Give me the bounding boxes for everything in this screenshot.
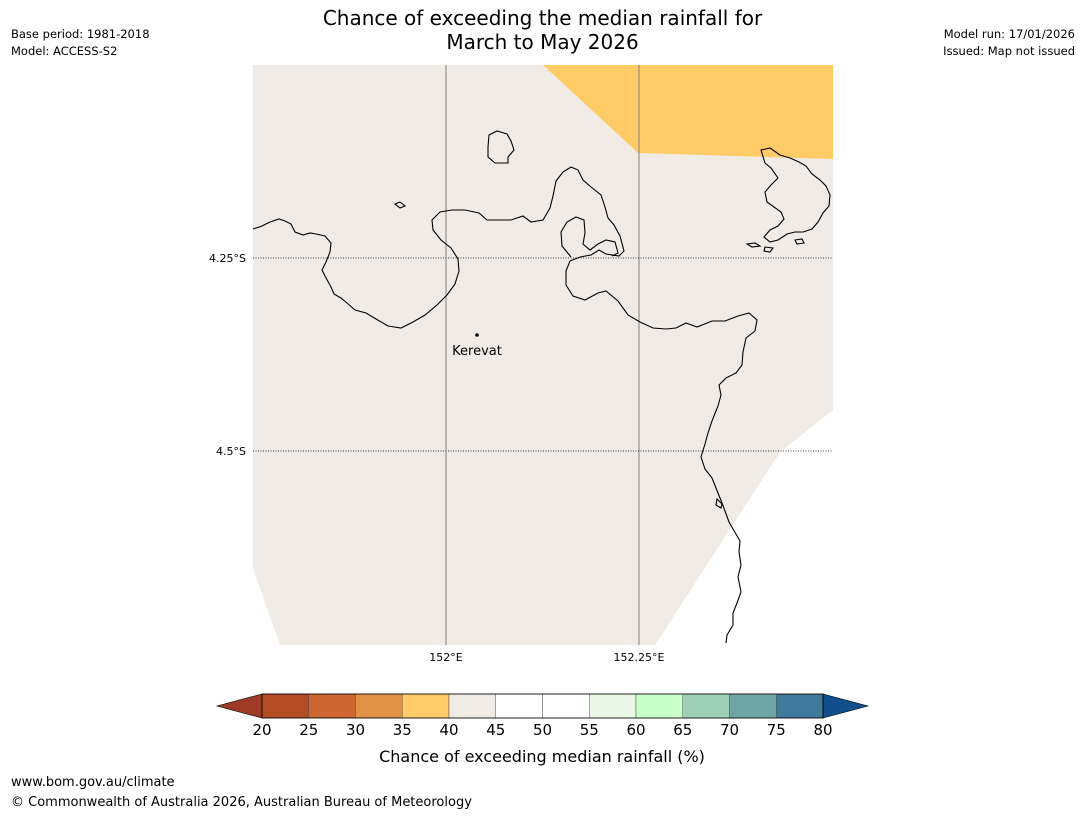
lat-label-4-5: 4.5°S [216, 445, 246, 458]
title-line-1: Chance of exceeding the median rainfall … [322, 6, 763, 30]
rainfall-map: Kerevat 4.25°S 4.5°S 152°E 152.25°E [209, 65, 833, 664]
legend-ticks: 20 25 30 35 40 45 50 55 60 65 70 75 80 [252, 721, 832, 739]
legend-swatch-25-30 [308, 693, 356, 719]
lon-label-152-25: 152.25°E [614, 651, 665, 664]
islet-east-3 [794, 238, 805, 245]
island-north [487, 130, 515, 164]
coastline-main [252, 166, 758, 644]
legend-tick-70: 70 [720, 721, 739, 739]
legend-extend-high [822, 693, 870, 719]
header-right-meta: Model run: 17/01/2026 Issued: Map not is… [943, 26, 1075, 60]
legend-tick-25: 25 [299, 721, 318, 739]
model-run-text: Model run: 17/01/2026 [943, 27, 1075, 41]
legend-swatch-30-35 [355, 693, 403, 719]
legend-tick-75: 75 [767, 721, 786, 739]
legend-tick-35: 35 [393, 721, 412, 739]
legend-swatch-70-75 [729, 693, 777, 719]
legend-tick-45: 45 [486, 721, 505, 739]
model-text: Model: ACCESS-S2 [11, 44, 118, 58]
land-region [253, 65, 833, 645]
legend-tick-60: 60 [626, 721, 645, 739]
coastline-inner-bay [560, 216, 619, 258]
legend-tick-30: 30 [346, 721, 365, 739]
legend-swatch-60-65 [635, 693, 683, 719]
coast-river-east [715, 497, 723, 509]
legend-tick-20: 20 [252, 721, 271, 739]
rainfall-band-35-40 [543, 65, 833, 159]
islet-east-1 [745, 242, 762, 248]
base-period-text: Base period: 1981-2018 [11, 27, 150, 41]
footer-copyright: © Commonwealth of Australia 2026, Austra… [11, 795, 472, 810]
lon-label-152: 152°E [429, 651, 462, 664]
legend-swatch-40-45 [448, 693, 496, 719]
legend-tick-55: 55 [580, 721, 599, 739]
legend-bar [215, 693, 870, 719]
legend-tick-80: 80 [813, 721, 832, 739]
kerevat-label: Kerevat [452, 344, 502, 359]
lat-label-4-25: 4.25°S [209, 252, 246, 265]
legend-tick-40: 40 [439, 721, 458, 739]
legend-swatch-35-40 [402, 693, 450, 719]
legend-tick-50: 50 [533, 721, 552, 739]
title-line-2: March to May 2026 [446, 30, 639, 54]
legend-swatch-50-55 [542, 693, 590, 719]
header-left-meta: Base period: 1981-2018 Model: ACCESS-S2 [11, 26, 150, 60]
coastlines [252, 130, 831, 644]
legend-swatch-20-25 [261, 693, 309, 719]
graticule [253, 65, 833, 645]
issued-text: Issued: Map not issued [943, 44, 1075, 58]
legend-extend-low [215, 693, 263, 719]
legend-swatch-55-60 [589, 693, 637, 719]
legend-label: Chance of exceeding median rainfall (%) [379, 747, 705, 766]
footer-url: www.bom.gov.au/climate [11, 775, 175, 790]
kerevat-marker [475, 333, 479, 337]
islet-small [393, 201, 407, 209]
duke-of-york-islands [760, 147, 831, 243]
map-title: Chance of exceeding the median rainfall … [0, 6, 1085, 54]
legend-swatch-65-70 [682, 693, 730, 719]
legend-swatch-45-50 [495, 693, 543, 719]
legend-outline [261, 693, 824, 719]
legend-swatch-75-80 [776, 693, 824, 719]
islet-east-2 [763, 246, 775, 253]
legend-tick-65: 65 [673, 721, 692, 739]
